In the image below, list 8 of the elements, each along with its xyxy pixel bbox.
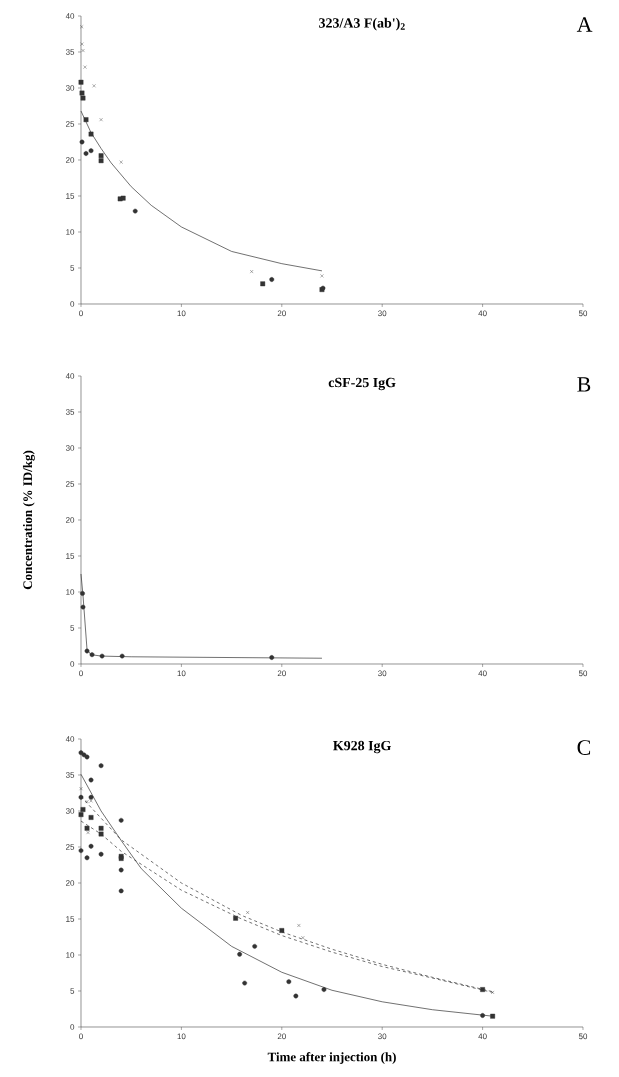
x-axis-title: Time after injection (h) [267, 1052, 396, 1064]
chart-title: cSF-25 IgG [328, 377, 396, 391]
annotation: A [576, 17, 593, 32]
annotation: B [577, 377, 591, 392]
y-axis-title: Concentration (% ID/kg) [22, 450, 35, 590]
chart-title: 323/A3 F(ab')$_{2}$ [319, 17, 405, 31]
chart-title: K928 IgG [333, 740, 391, 754]
annotation: C [577, 740, 591, 755]
